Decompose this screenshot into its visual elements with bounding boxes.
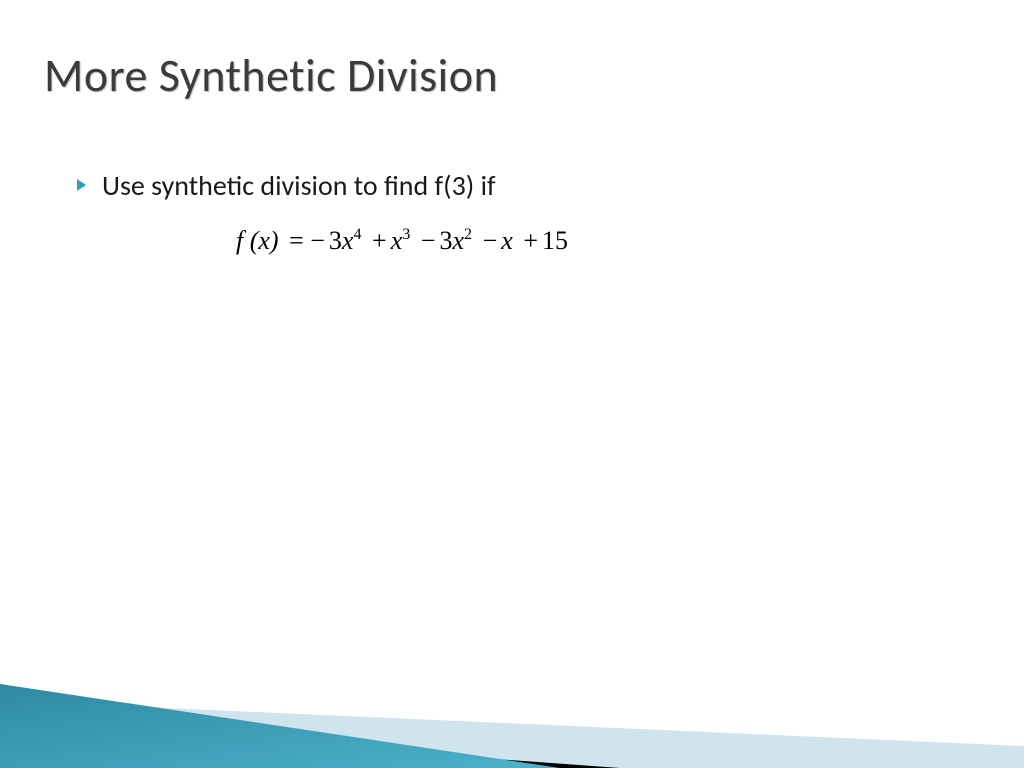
formula: f (x) = −3x4 +x3 −3x2 −x +15 (236, 226, 964, 256)
formula-lhs: f (x) (236, 226, 279, 255)
formula-exp-1: 3 (402, 226, 410, 243)
bullet-marker-icon (76, 178, 88, 197)
formula-exp-0: 4 (353, 226, 361, 243)
formula-op-2: − (417, 226, 440, 255)
formula-op-4: + (519, 226, 542, 255)
slide: More Synthetic Division Use synthetic di… (0, 0, 1024, 768)
bullet-text: Use synthetic division to find f(3) if (102, 168, 496, 204)
formula-coef-0: 3 (329, 226, 342, 255)
bullet-item: Use synthetic division to find f(3) if (76, 168, 964, 204)
formula-exp-2: 2 (464, 226, 472, 243)
formula-coef-4: 15 (542, 226, 568, 255)
slide-body: Use synthetic division to find f(3) if f… (76, 168, 964, 256)
formula-var-1: x (391, 226, 403, 255)
formula-op-3: − (479, 226, 502, 255)
formula-coef-2: 3 (439, 226, 452, 255)
formula-op-1: + (368, 226, 391, 255)
formula-op-0: = − (285, 226, 329, 255)
formula-var-2: x (452, 226, 464, 255)
formula-var-0: x (342, 226, 354, 255)
slide-decor-icon (0, 588, 1024, 768)
slide-title: More Synthetic Division (44, 48, 498, 104)
formula-var-3: x (501, 226, 513, 255)
